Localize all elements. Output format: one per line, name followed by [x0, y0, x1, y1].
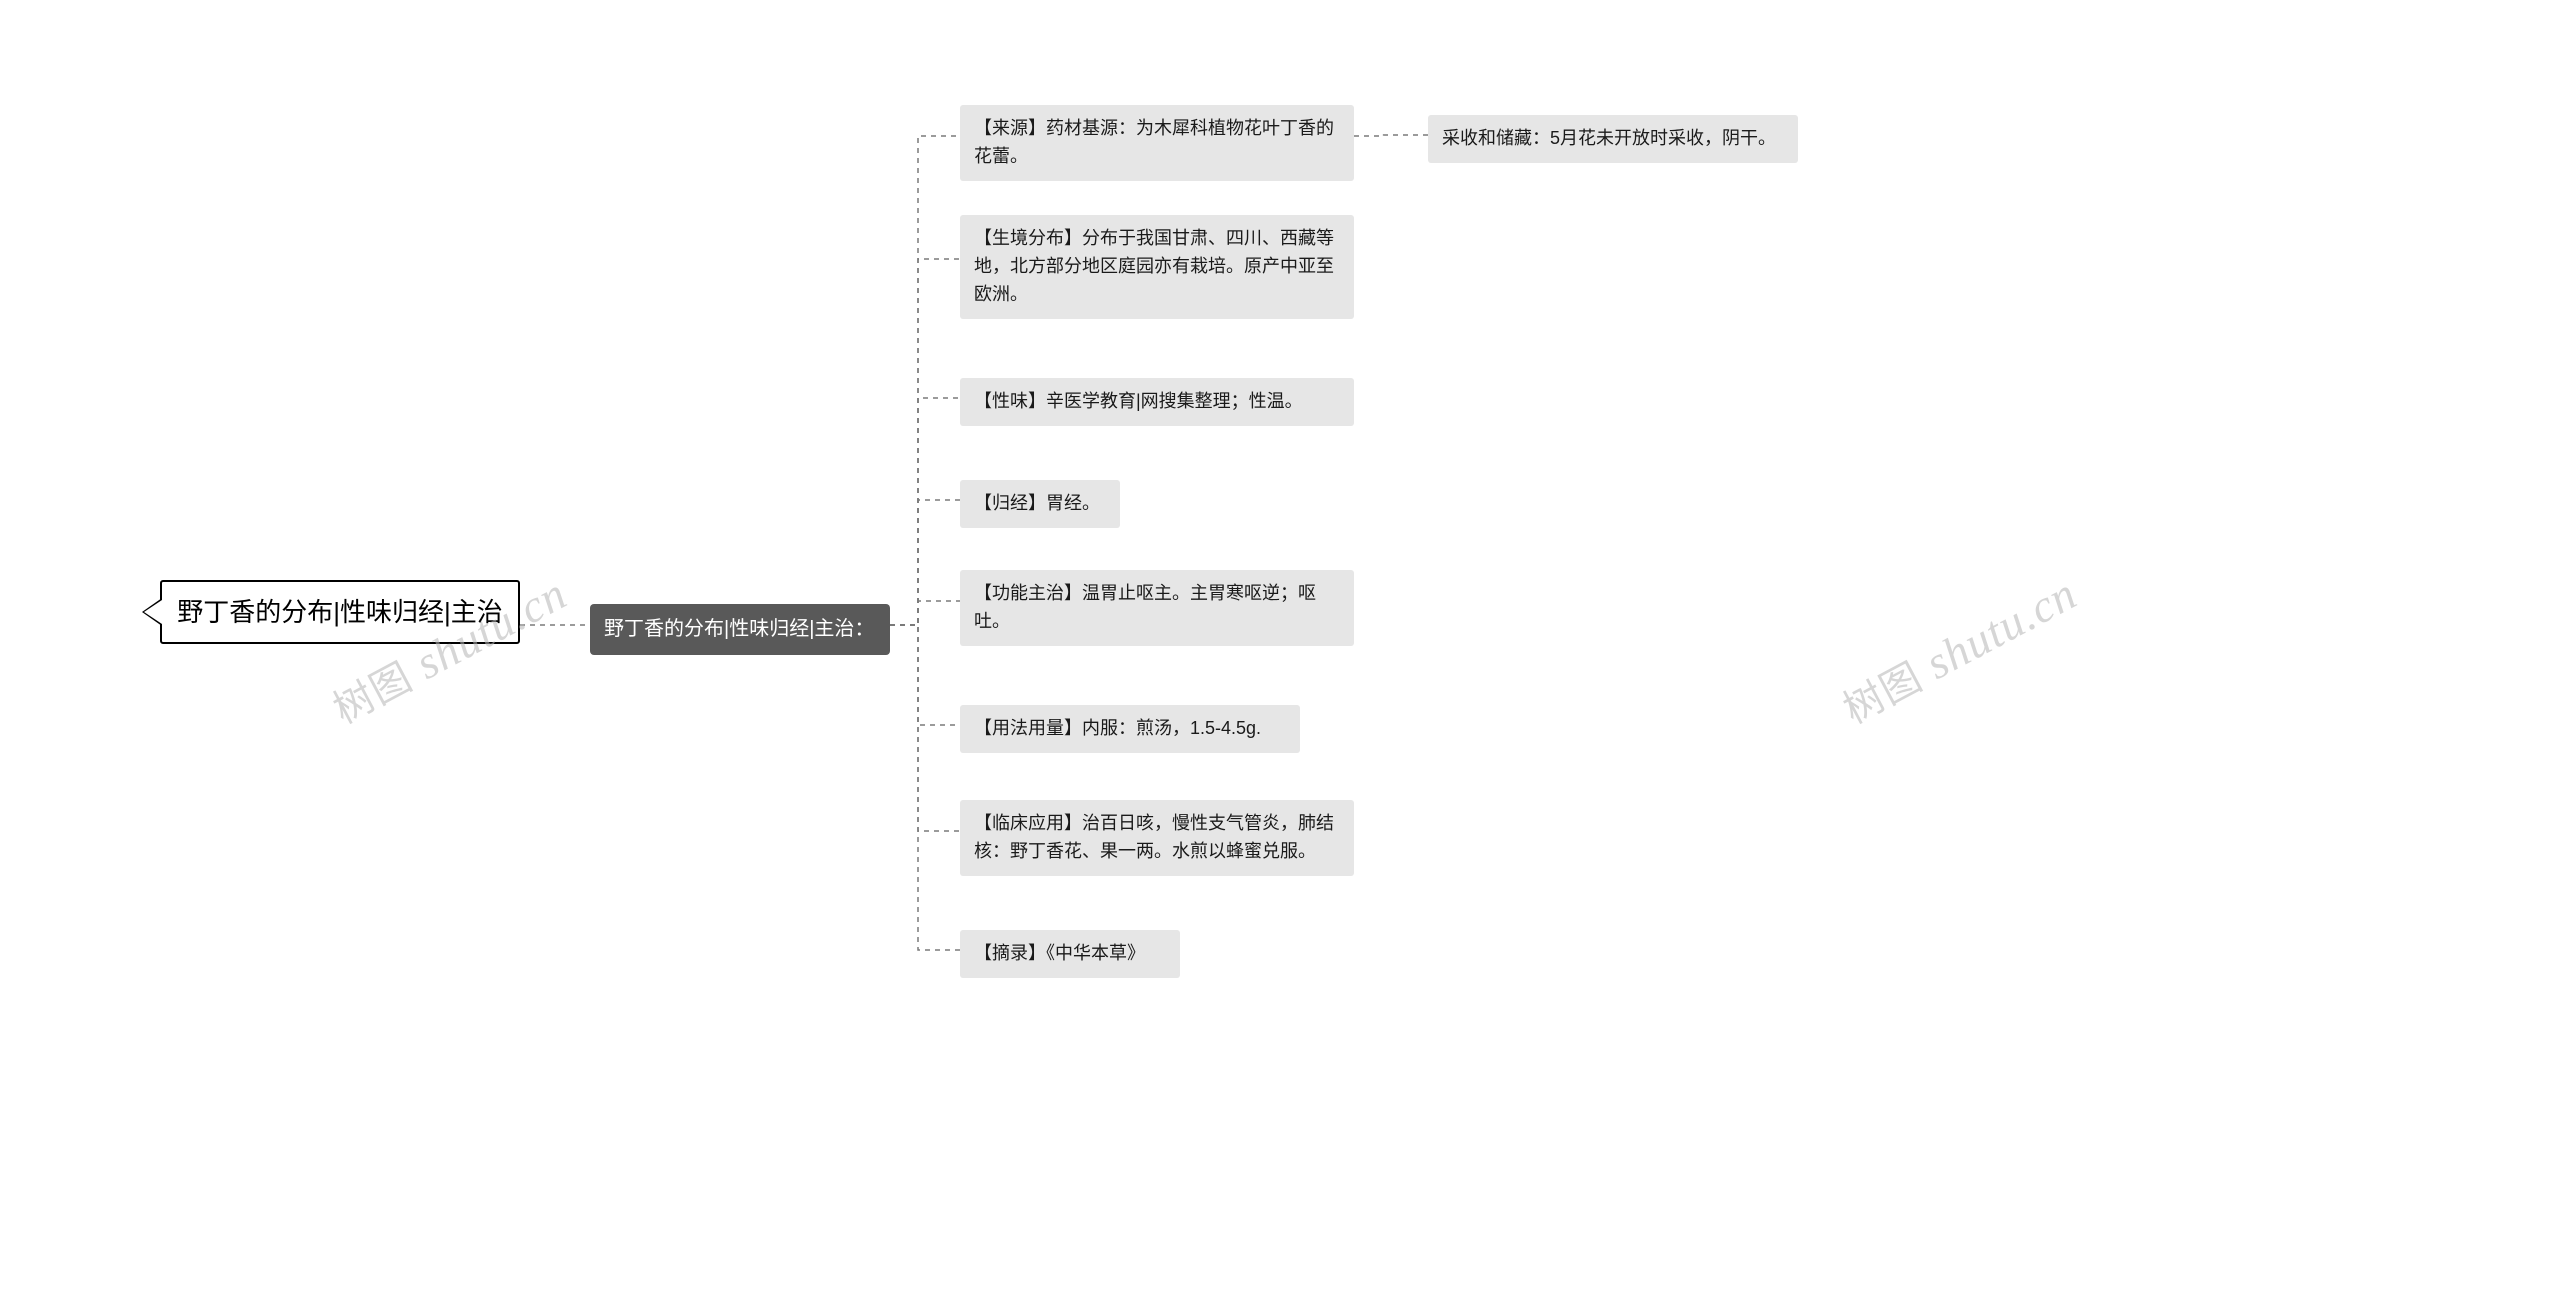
hub-node-label: 野丁香的分布|性味归经|主治：	[604, 618, 874, 640]
hub-node[interactable]: 野丁香的分布|性味归经|主治：	[590, 604, 890, 655]
leaf-label: 【摘录】《中华本草》	[974, 943, 1145, 963]
leaf-label: 【生境分布】分布于我国甘肃、四川、西藏等地，北方部分地区庭园亦有栽培。原产中亚至…	[974, 228, 1334, 304]
leaf-excerpt[interactable]: 【摘录】《中华本草》	[960, 930, 1180, 978]
leaf-function[interactable]: 【功能主治】温胃止呕主。主胃寒呕逆；呕吐。	[960, 570, 1354, 646]
subleaf-harvest[interactable]: 采收和储藏：5月花未开放时采收，阴干。	[1428, 115, 1798, 163]
leaf-label: 【临床应用】治百日咳，慢性支气管炎，肺结核：野丁香花、果一两。水煎以蜂蜜兑服。	[974, 813, 1334, 861]
leaf-taste[interactable]: 【性味】辛医学教育|网搜集整理；性温。	[960, 378, 1354, 426]
leaf-label: 【归经】胃经。	[974, 493, 1100, 513]
leaf-label: 【用法用量】内服：煎汤，1.5-4.5g.	[974, 718, 1261, 738]
leaf-label: 【来源】药材基源：为木犀科植物花叶丁香的花蕾。	[974, 118, 1334, 166]
root-node-label: 野丁香的分布|性味归经|主治	[177, 597, 503, 627]
leaf-source[interactable]: 【来源】药材基源：为木犀科植物花叶丁香的花蕾。	[960, 105, 1354, 181]
leaf-dosage[interactable]: 【用法用量】内服：煎汤，1.5-4.5g.	[960, 705, 1300, 753]
watermark-2: 树图 shutu.cn	[1831, 563, 2085, 735]
connectors-layer	[0, 0, 2560, 1299]
leaf-meridian[interactable]: 【归经】胃经。	[960, 480, 1120, 528]
mindmap-canvas: 野丁香的分布|性味归经|主治 野丁香的分布|性味归经|主治： 【来源】药材基源：…	[0, 0, 2560, 1299]
root-node[interactable]: 野丁香的分布|性味归经|主治	[160, 580, 520, 644]
leaf-label: 【功能主治】温胃止呕主。主胃寒呕逆；呕吐。	[974, 583, 1316, 631]
leaf-habitat[interactable]: 【生境分布】分布于我国甘肃、四川、西藏等地，北方部分地区庭园亦有栽培。原产中亚至…	[960, 215, 1354, 319]
leaf-label: 【性味】辛医学教育|网搜集整理；性温。	[974, 391, 1303, 411]
leaf-clinical[interactable]: 【临床应用】治百日咳，慢性支气管炎，肺结核：野丁香花、果一两。水煎以蜂蜜兑服。	[960, 800, 1354, 876]
subleaf-label: 采收和储藏：5月花未开放时采收，阴干。	[1442, 128, 1776, 148]
